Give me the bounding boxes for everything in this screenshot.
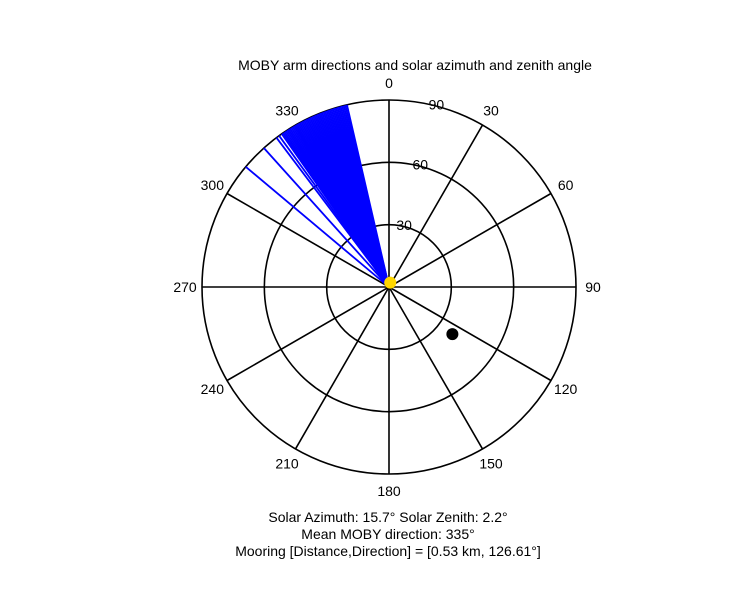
spoke-line (388, 286, 552, 382)
arm-direction-line (346, 104, 390, 288)
solar-marker (384, 276, 397, 289)
azimuth-tick-label: 240 (201, 381, 225, 397)
spoke-line (226, 286, 390, 382)
mooring-annotation: Mooring [Distance,Direction] = [0.53 km,… (235, 543, 541, 559)
arm-direction-line (263, 147, 390, 288)
azimuth-tick-label: 180 (377, 483, 401, 499)
spoke-line (294, 286, 390, 450)
arm-direction-lines (245, 104, 390, 288)
tick-labels: 0 30 60 90 120 150 180 210 240 270 300 330 30 60 90 (173, 75, 601, 499)
mooring-marker (446, 328, 459, 341)
azimuth-tick-label: 90 (585, 279, 601, 295)
radial-tick-label: 60 (412, 157, 428, 173)
azimuth-tick-label: 60 (558, 177, 574, 193)
radial-circle (263, 161, 515, 413)
spoke-line (388, 192, 552, 288)
moby-direction-annotation: Mean MOBY direction: 335° (301, 526, 474, 542)
solar-annotation: Solar Azimuth: 15.7° Solar Zenith: 2.2° (268, 509, 507, 525)
arm-direction-line (245, 166, 390, 288)
radial-circle (325, 223, 453, 351)
azimuth-tick-label: 300 (201, 177, 225, 193)
radial-circle (201, 99, 577, 475)
chart-title: MOBY arm directions and solar azimuth an… (238, 57, 592, 73)
markers (384, 276, 459, 341)
azimuth-tick-label: 150 (479, 456, 503, 472)
azimuth-tick-label: 270 (173, 279, 197, 295)
azimuth-tick-label: 210 (275, 456, 299, 472)
azimuth-tick-label: 120 (554, 381, 578, 397)
azimuth-tick-label: 0 (385, 75, 393, 91)
azimuth-tick-label: 30 (483, 102, 499, 118)
spoke-line (388, 286, 484, 450)
spoke-line (388, 124, 484, 288)
spoke-line (226, 192, 390, 288)
radial-tick-label: 90 (429, 96, 445, 112)
azimuth-tick-label: 330 (275, 102, 299, 118)
radial-tick-label: 30 (396, 217, 412, 233)
